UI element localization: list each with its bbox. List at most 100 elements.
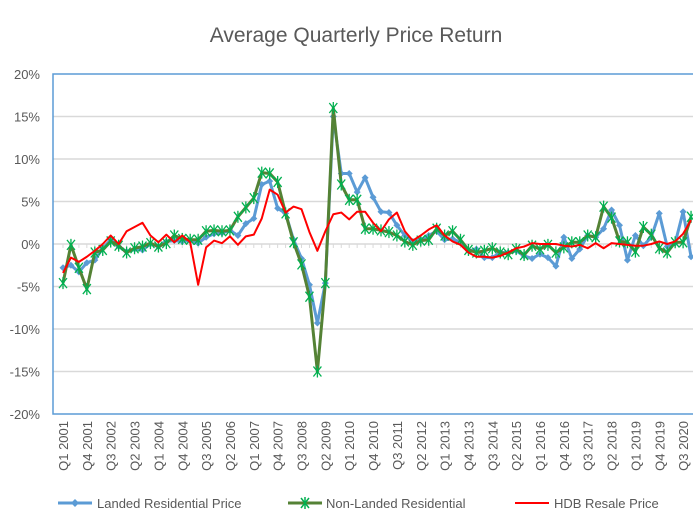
data-point-nonlanded [320,277,330,290]
data-point-landed [623,256,631,264]
data-point-nonlanded [193,233,203,246]
data-point-nonlanded [336,178,346,191]
data-point-nonlanded [535,243,545,256]
data-point-landed [353,188,361,196]
data-point-landed [687,253,693,261]
data-point-nonlanded [249,192,259,205]
data-point-nonlanded [233,210,243,223]
legend-label-hdb: HDB Resale Price [554,496,659,511]
data-point-nonlanded [551,246,561,259]
data-point-landed [385,209,393,217]
data-point-nonlanded [66,238,76,251]
data-point-nonlanded [130,242,140,255]
data-point-landed [266,177,274,185]
x-tick-label: Q3 2005 [199,421,214,471]
data-point-landed [345,169,353,177]
data-point-landed [83,259,91,267]
y-tick-label: -15% [10,365,41,380]
data-point-nonlanded [392,229,402,242]
plot-area-border [52,73,693,415]
data-point-landed [234,232,242,239]
data-point-nonlanded [74,261,84,274]
data-point-nonlanded [527,239,537,252]
data-point-nonlanded [312,365,322,378]
data-point-landed [616,221,623,229]
x-tick-label: Q3 2014 [485,421,500,471]
data-point-nonlanded [217,225,227,238]
data-point-nonlanded [607,211,617,224]
data-point-landed [568,254,576,262]
data-point-nonlanded [209,224,219,237]
data-point-nonlanded [122,246,132,259]
data-point-nonlanded [599,200,609,213]
data-point-landed [600,225,608,233]
data-point-landed [655,209,663,217]
y-tick-label: 0% [21,237,40,252]
data-point-nonlanded [289,236,299,249]
data-point-nonlanded [225,224,235,237]
x-tick-label: Q1 2010 [342,421,357,471]
data-point-nonlanded [241,201,251,214]
data-point-nonlanded [630,245,640,258]
x-tick-label: Q4 2019 [652,421,667,471]
data-point-landed [250,215,258,222]
data-point-nonlanded [145,237,155,250]
data-point-nonlanded [646,228,656,241]
y-tick-label: -10% [10,322,41,337]
x-tick-label: Q1 2004 [151,421,166,471]
data-point-landed [608,206,616,214]
x-tick-label: Q4 2010 [366,421,381,471]
data-point-nonlanded [360,222,370,235]
data-point-nonlanded [479,244,489,257]
data-point-nonlanded [654,242,664,255]
series-line-3 [62,188,692,286]
x-tick-label: Q2 2009 [318,421,333,471]
data-point-nonlanded [678,236,688,249]
x-tick-label: Q4 2004 [175,421,190,471]
series-line-1 [62,115,693,325]
series-line-2 [61,106,693,373]
x-tick-label: Q4 2016 [557,421,572,471]
diamond-marker-icon [71,499,79,507]
data-point-nonlanded [384,226,394,239]
legend-label-landed: Landed Residential Price [97,496,242,511]
data-point-landed [544,254,552,262]
data-point-nonlanded [591,231,601,244]
data-point-nonlanded [273,175,283,188]
data-point-landed [274,204,282,212]
data-point-landed [631,232,639,239]
data-point-nonlanded [583,229,593,242]
x-tick-label: Q2 2012 [414,421,429,471]
y-tick-label: -5% [17,280,41,295]
data-point-nonlanded [424,233,434,246]
x-tick-label: Q3 2002 [104,421,119,471]
x-tick-label: Q1 2007 [247,421,262,471]
x-tick-label: Q1 2016 [533,421,548,471]
x-tick-label: Q1 2001 [56,421,71,471]
data-point-landed [528,254,536,262]
x-tick-label: Q3 2011 [390,421,405,470]
data-point-nonlanded [559,241,569,254]
y-tick-label: 10% [14,152,40,167]
data-point-landed [67,261,75,269]
data-point-nonlanded [58,277,68,290]
y-tick-label: 5% [21,195,40,210]
data-point-nonlanded [487,242,497,255]
x-tick-label: Q1 2019 [628,421,643,471]
data-point-landed [552,262,560,270]
asterisk-marker-icon [300,497,310,509]
y-tick-label: -20% [10,407,41,422]
data-point-nonlanded [265,167,275,180]
data-point-landed [679,208,687,216]
x-tick-label: Q2 2018 [605,421,620,471]
data-point-landed [242,220,250,228]
data-point-nonlanded [448,225,458,238]
data-point-landed [560,233,568,241]
x-tick-label: Q2 2006 [223,421,238,471]
data-point-nonlanded [400,235,410,248]
data-point-nonlanded [137,240,148,253]
data-point-nonlanded [82,283,92,296]
x-tick-label: Q4 2013 [461,421,476,471]
data-point-nonlanded [638,221,648,233]
data-point-nonlanded [344,193,354,206]
